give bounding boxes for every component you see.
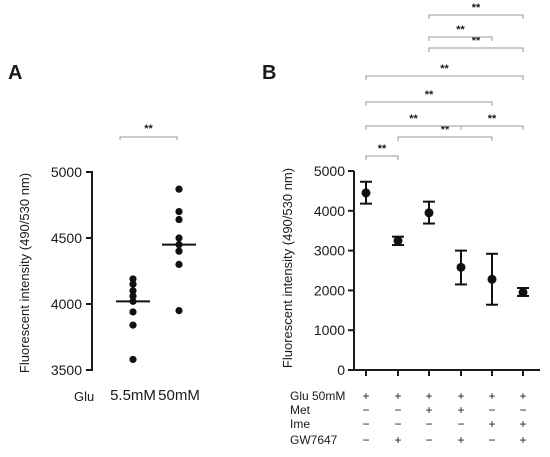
b-sig-bracket: [460, 125, 524, 130]
a-data-point: [129, 287, 137, 295]
b-mean-point: [518, 287, 528, 297]
b-condition-mark: −: [425, 417, 432, 431]
b-sig-label: **: [456, 24, 465, 36]
a-data-point: [129, 308, 137, 316]
panel-b-condition-table: Glu 50mM + + + + + +Met − − + + − −Ime − − − − + +GW7647− +…: [290, 389, 527, 447]
b-condition-mark: +: [394, 389, 401, 403]
b-sig-bracket: [365, 75, 524, 80]
b-mean-point: [361, 188, 371, 198]
panel-a-ylabel: Fluorescent intensity (490/530 nm): [17, 173, 32, 373]
a-ytick-label: 4500: [51, 230, 82, 246]
a-ytick-label: 3500: [51, 362, 82, 378]
b-condition-mark: +: [457, 389, 464, 403]
b-condition-mark: −: [362, 403, 369, 417]
b-condition-mark: +: [425, 389, 432, 403]
b-sig-label: **: [472, 2, 481, 14]
b-condition-mark: −: [457, 417, 464, 431]
b-condition-mark: +: [457, 403, 464, 417]
a-data-point: [129, 321, 137, 329]
b-sig-bracket: [397, 136, 493, 141]
a-data-point: [175, 185, 183, 193]
b-condition-mark: +: [425, 403, 432, 417]
b-condition-label: Ime: [290, 417, 310, 431]
b-condition-label: Met: [290, 403, 311, 417]
b-sig-bracket: [428, 36, 493, 41]
b-mean-point: [456, 262, 466, 272]
b-condition-mark: +: [488, 389, 495, 403]
b-sig-label: **: [472, 35, 481, 47]
a-data-point: [129, 292, 137, 300]
b-condition-mark: +: [488, 417, 495, 431]
b-condition-label: Glu 50mM: [290, 389, 345, 403]
b-condition-mark: +: [519, 389, 526, 403]
a-data-point: [175, 260, 183, 268]
b-condition-mark: +: [519, 433, 526, 447]
b-sig-bracket: [365, 101, 493, 106]
b-condition-mark: −: [519, 403, 526, 417]
a-data-point: [175, 247, 183, 255]
panel-b-datapoints: [360, 180, 529, 306]
b-condition-mark: −: [488, 433, 495, 447]
a-data-point: [129, 275, 137, 283]
a-ytick-label: 4000: [51, 296, 82, 312]
a-data-point: [175, 307, 183, 315]
b-sig-label: **: [440, 63, 449, 75]
b-mean-point: [487, 274, 497, 284]
b-ytick-label: 4000: [314, 203, 345, 219]
b-ytick-label: 1000: [314, 322, 345, 338]
b-ytick-label: 0: [337, 362, 345, 378]
b-sig-bracket: [365, 155, 399, 160]
panel-a-row-label: Glu: [74, 389, 94, 404]
b-condition-mark: −: [488, 403, 495, 417]
b-condition-mark: −: [362, 433, 369, 447]
a-sig-label: **: [144, 123, 153, 135]
a-data-point: [175, 208, 183, 216]
b-sig-label: **: [425, 89, 434, 101]
b-condition-mark: −: [362, 417, 369, 431]
b-ytick-label: 2000: [314, 282, 345, 298]
panel-b-yticks: 0 1000 2000 3000 4000 5000: [314, 163, 354, 378]
b-condition-mark: +: [362, 389, 369, 403]
panel-a-label: A: [8, 62, 22, 84]
b-sig-bracket: [428, 14, 524, 19]
panel-a-medians: [116, 243, 196, 303]
panel-a-yticks: 3500 4000 4500 5000: [51, 164, 92, 378]
b-sig-label: **: [441, 124, 450, 136]
b-sig-label: **: [378, 143, 387, 155]
panel-a-points: [129, 185, 183, 364]
b-sig-bracket: [428, 47, 524, 52]
panel-b-xticks: [365, 370, 524, 376]
a-sig-bracket: [119, 136, 178, 140]
a-data-point: [129, 355, 137, 364]
b-condition-mark: −: [425, 433, 432, 447]
a-data-point: [129, 280, 137, 288]
a-data-point: [175, 215, 183, 224]
b-mean-point: [393, 236, 403, 246]
b-sig-label: **: [488, 113, 497, 125]
b-condition-mark: +: [519, 417, 526, 431]
a-data-point: [175, 234, 183, 242]
b-ytick-label: 5000: [314, 163, 345, 179]
panel-a-cat-label-0: 5.5mM: [110, 387, 156, 404]
panel-a-cat-label-1: 50mM: [158, 387, 200, 404]
b-condition-mark: +: [394, 433, 401, 447]
b-condition-mark: −: [394, 417, 401, 431]
b-mean-point: [424, 208, 434, 218]
a-ytick-label: 5000: [51, 164, 82, 180]
panel-a-significance: **: [119, 123, 178, 140]
b-ytick-label: 3000: [314, 243, 345, 259]
b-condition-label: GW7647: [290, 433, 338, 447]
b-condition-mark: +: [457, 433, 464, 447]
panel-b-significance: ** ** ** ** ** ** ** ** **: [365, 2, 524, 160]
b-condition-mark: −: [394, 403, 401, 417]
b-sig-label: **: [409, 113, 418, 125]
panel-b-ylabel: Fluorescent intensity (490/530 nm): [280, 168, 295, 368]
panel-b-label: B: [262, 62, 276, 84]
